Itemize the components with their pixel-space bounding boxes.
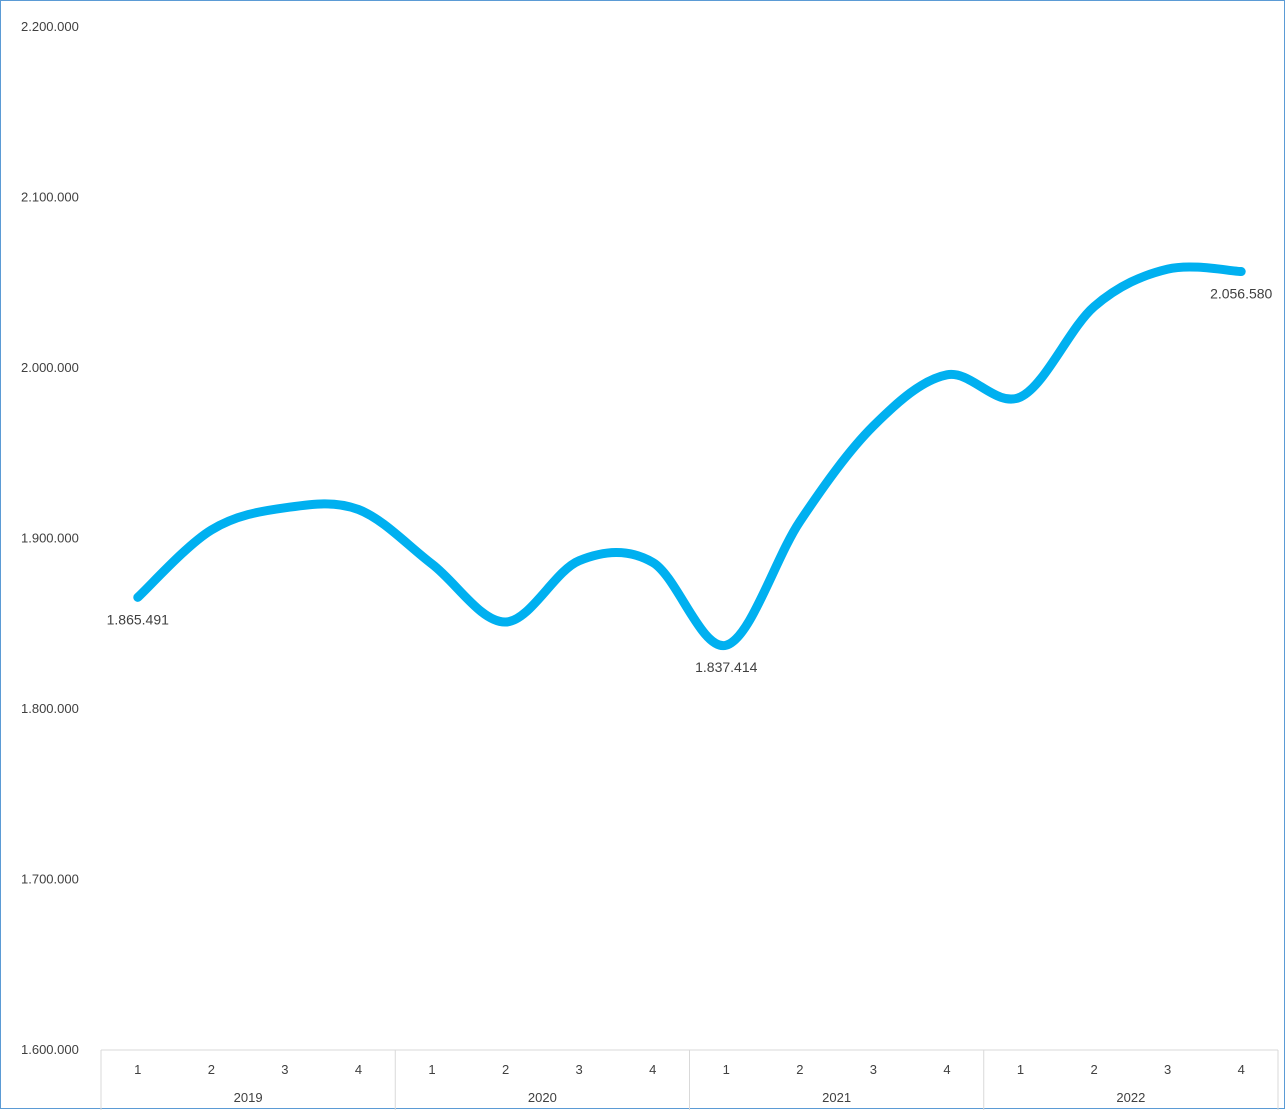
x-tick-label: 2 — [796, 1062, 803, 1077]
x-tick-label: 3 — [576, 1062, 583, 1077]
data-labels: 1.865.491 1.837.414 2.056.580 — [107, 286, 1273, 676]
series-layer — [133, 262, 1246, 650]
y-axis: 1.600.000 1.700.000 1.800.000 1.900.000 2.00… — [21, 19, 79, 1057]
x-tick-label: 2 — [208, 1062, 215, 1077]
x-group-label: 2020 — [528, 1090, 557, 1105]
x-tick-label: 4 — [1238, 1062, 1245, 1077]
data-label: 1.837.414 — [695, 659, 757, 675]
x-group-label: 2021 — [822, 1090, 851, 1105]
y-tick-label: 1.900.000 — [21, 531, 79, 546]
x-tick-label: 4 — [649, 1062, 656, 1077]
x-tick-label: 1 — [1017, 1062, 1024, 1077]
y-tick-label: 2.200.000 — [21, 19, 79, 34]
y-tick-label: 1.700.000 — [21, 872, 79, 887]
y-tick-label: 2.100.000 — [21, 190, 79, 205]
series-line — [133, 262, 1246, 650]
y-tick-label: 2.000.000 — [21, 360, 79, 375]
x-tick-label: 3 — [1164, 1062, 1171, 1077]
x-tick-label: 4 — [943, 1062, 950, 1077]
x-tick-label: 1 — [428, 1062, 435, 1077]
x-axis: 1 2 3 4 2019 1 2 3 4 2020 1 2 3 4 2021 1 2 3 4 2022 — [100, 1049, 1279, 1110]
x-tick-label: 3 — [870, 1062, 877, 1077]
data-label: 2.056.580 — [1210, 286, 1272, 302]
y-tick-label: 1.800.000 — [21, 701, 79, 716]
x-tick-label: 2 — [502, 1062, 509, 1077]
x-tick-label: 1 — [134, 1062, 141, 1077]
x-tick-label: 3 — [281, 1062, 288, 1077]
x-tick-label: 2 — [1090, 1062, 1097, 1077]
x-group-label: 2019 — [234, 1090, 263, 1105]
y-tick-label: 1.600.000 — [21, 1042, 79, 1057]
x-tick-label: 1 — [723, 1062, 730, 1077]
data-label: 1.865.491 — [107, 611, 169, 627]
x-tick-label: 4 — [355, 1062, 362, 1077]
x-group-label: 2022 — [1116, 1090, 1145, 1105]
